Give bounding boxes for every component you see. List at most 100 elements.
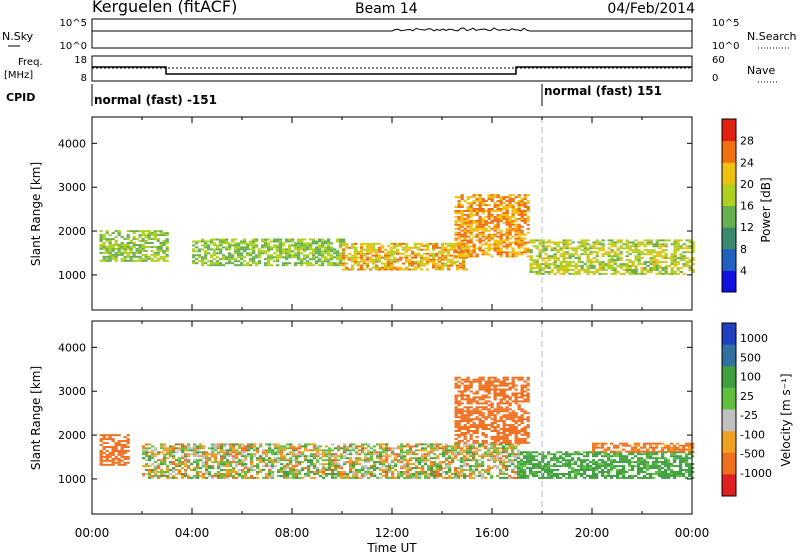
- echo-cell: [535, 475, 539, 477]
- echo-cell: [322, 459, 326, 462]
- echo-cell: [412, 457, 416, 460]
- echo-cell: [499, 461, 503, 464]
- echo-cell: [481, 233, 485, 236]
- echo-cell: [435, 264, 439, 267]
- echo-cell: [505, 396, 509, 399]
- echo-cell: [102, 455, 106, 458]
- echo-cell: [460, 410, 464, 413]
- echo-cell: [550, 249, 554, 252]
- echo-cell: [144, 253, 148, 256]
- echo-cell: [355, 476, 359, 479]
- echo-cell: [394, 455, 398, 458]
- echo-cell: [361, 473, 365, 475]
- echo-cell: [267, 244, 271, 247]
- echo-cell: [478, 376, 482, 379]
- echo-cell: [385, 445, 389, 448]
- echo-cell: [484, 241, 488, 244]
- echo-cell: [295, 449, 299, 452]
- echo-cell: [463, 435, 467, 438]
- echo-cell: [514, 233, 518, 236]
- echo-cell: [240, 256, 244, 259]
- echo-cell: [574, 453, 578, 456]
- echo-cell: [226, 469, 230, 471]
- echo-cell: [211, 447, 215, 450]
- echo-cell: [196, 473, 200, 475]
- echo-cell: [276, 256, 280, 259]
- echo-cell: [493, 215, 497, 218]
- echo-cell: [502, 455, 506, 458]
- echo-cell: [432, 262, 436, 265]
- echo-cell: [460, 233, 464, 236]
- echo-cell: [655, 267, 659, 269]
- noise-panel: N.Sky 10^5 10^0 10^5 10^0 N.Search: [2, 18, 797, 52]
- echo-cell: [610, 241, 614, 244]
- echo-cell: [556, 245, 560, 248]
- echo-cell: [238, 459, 242, 462]
- echo-cell: [265, 453, 269, 456]
- echo-cell: [364, 443, 368, 446]
- echo-cell: [667, 463, 671, 466]
- echo-cell: [289, 459, 293, 462]
- echo-cell: [295, 465, 299, 468]
- echo-cell: [595, 239, 599, 242]
- echo-cell: [676, 471, 680, 473]
- echo-cell: [598, 249, 602, 252]
- echo-cell: [580, 463, 584, 466]
- echo-cell: [652, 467, 656, 470]
- echo-cell: [508, 251, 512, 254]
- echo-cell: [541, 251, 545, 254]
- echo-cell: [508, 398, 512, 401]
- echo-cell: [568, 247, 572, 250]
- echo-cell: [598, 453, 602, 456]
- echo-cell: [484, 408, 488, 411]
- echo-cell: [192, 254, 196, 257]
- echo-cell: [379, 447, 383, 450]
- echo-cell: [496, 433, 500, 436]
- colorbar-swatch: [722, 205, 736, 228]
- echo-cell: [318, 244, 322, 247]
- echo-cell: [421, 459, 425, 462]
- echo-cell: [424, 463, 428, 466]
- echo-cell: [190, 447, 194, 450]
- echo-cell: [99, 246, 103, 248]
- echo-cell: [685, 455, 689, 458]
- echo-cell: [220, 469, 224, 471]
- echo-cell: [508, 243, 512, 246]
- echo-cell: [244, 447, 248, 450]
- echo-cell: [556, 465, 560, 468]
- echo-cell: [496, 424, 500, 427]
- echo-cell: [598, 459, 602, 462]
- echo-cell: [424, 475, 428, 477]
- echo-cell: [153, 251, 157, 254]
- echo-cell: [390, 254, 394, 257]
- echo-cell: [517, 204, 521, 207]
- echo-cell: [481, 243, 485, 246]
- echo-cell: [466, 449, 470, 452]
- echo-cell: [475, 418, 479, 421]
- echo-cell: [574, 469, 578, 471]
- echo-cell: [318, 252, 322, 255]
- echo-cell: [420, 242, 424, 245]
- echo-cell: [592, 453, 596, 456]
- echo-cell: [187, 443, 191, 446]
- echo-cell: [375, 258, 379, 261]
- echo-cell: [586, 455, 590, 458]
- echo-cell: [469, 449, 473, 452]
- echo-cell: [529, 265, 533, 267]
- echo-cell: [370, 465, 374, 468]
- echo-cell: [565, 473, 569, 475]
- echo-cell: [241, 453, 245, 456]
- echo-cell: [256, 471, 260, 473]
- echo-cell: [184, 469, 188, 471]
- echo-cell: [403, 457, 407, 460]
- echo-cell: [493, 247, 497, 250]
- echo-cell: [210, 248, 214, 251]
- echo-cell: [198, 256, 202, 259]
- echo-cell: [520, 245, 524, 248]
- echo-cell: [250, 445, 254, 448]
- echo-cell: [159, 232, 163, 235]
- echo-cell: [372, 250, 376, 253]
- echo-cell: [349, 449, 353, 452]
- echo-cell: [150, 232, 154, 235]
- echo-cell: [220, 451, 224, 454]
